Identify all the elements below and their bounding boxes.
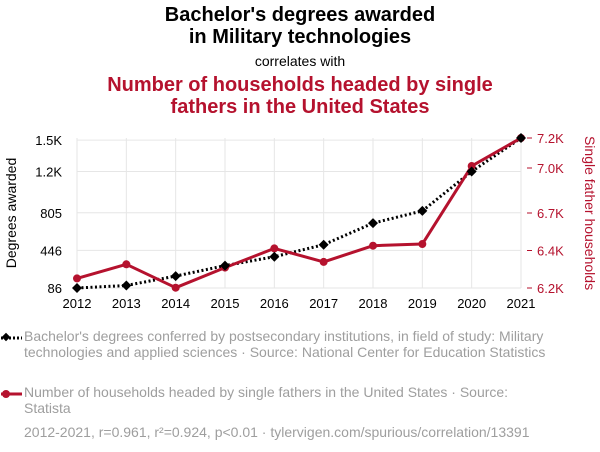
x-tick-label: 2014	[161, 296, 190, 311]
x-tick-label: 2016	[260, 296, 289, 311]
correlates-with-label: correlates with	[254, 53, 346, 69]
data-point-degrees	[466, 166, 477, 177]
series-line-households	[76, 136, 522, 290]
left-tick-label: 805	[40, 206, 62, 221]
right-tick-label: 6.2K	[537, 281, 564, 296]
x-tick-label: 2012	[63, 296, 92, 311]
data-point-degrees	[121, 280, 132, 291]
legend-text-degrees: Bachelor's degrees conferred by postseco…	[24, 328, 546, 360]
x-tick-label: 2017	[309, 296, 338, 311]
data-point-degrees	[170, 271, 181, 282]
data-point-degrees	[220, 260, 230, 271]
series-lines	[76, 136, 522, 290]
grid-lines	[76, 138, 522, 289]
axis-ticks: 86 446 805 1.2K 1.5K 6.2K 6.4K 6.7K 7.0K 7.2K 2012…	[35, 131, 564, 311]
right-tick-label: 6.4K	[537, 244, 564, 259]
data-point-households	[467, 162, 476, 171]
left-tick-label: 86	[48, 281, 62, 296]
x-tick-label: 2019	[408, 296, 437, 311]
data-point-households	[270, 244, 279, 253]
left-axis-label: Degrees awarded	[3, 158, 19, 269]
second-title: Number of households headed by single fa…	[0, 74, 600, 118]
chart-title: Bachelor's degrees awarded in Military t…	[0, 4, 600, 48]
second-title-line-1: Number of households headed by single	[107, 74, 493, 96]
x-tick-label: 2018	[359, 296, 388, 311]
data-point-households	[369, 241, 377, 250]
legend-text-households: Number of households headed by single fa…	[24, 384, 509, 416]
data-point-households	[418, 240, 427, 249]
legend-swatch-degrees	[1, 332, 22, 342]
left-tick-label: 1.2K	[35, 164, 62, 179]
right-tick-label: 7.0K	[537, 161, 564, 176]
chart-footnote: 2012-2021, r=0.961, r²=0.924, p<0.01 · t…	[24, 424, 530, 440]
data-point-households	[319, 257, 328, 266]
left-tick-label: 446	[40, 243, 62, 258]
data-point-degrees	[516, 133, 526, 143]
data-point-degrees	[72, 283, 82, 293]
x-tick-label: 2020	[457, 296, 486, 311]
x-tick-label: 2015	[211, 296, 240, 311]
right-tick-label: 6.7K	[537, 206, 564, 221]
data-point-degrees	[269, 251, 280, 262]
right-axis-label: Single father households	[582, 136, 598, 290]
legend-swatch-households	[1, 390, 22, 398]
series-markers	[72, 133, 526, 293]
chart-header: Bachelor's degrees awarded in Military t…	[0, 0, 600, 118]
data-point-households	[122, 260, 131, 269]
series-line-degrees	[76, 136, 522, 290]
title-line-2: in Military technologies	[188, 26, 412, 48]
right-tick-label: 7.2K	[537, 131, 564, 146]
x-tick-label: 2021	[507, 296, 536, 311]
data-point-households	[73, 274, 81, 283]
data-point-households	[171, 283, 180, 292]
second-title-line-2: fathers in the United States	[170, 96, 430, 118]
data-point-degrees	[318, 239, 329, 250]
data-point-degrees	[368, 218, 378, 229]
x-tick-label: 2013	[112, 296, 141, 311]
left-tick-label: 1.5K	[35, 133, 62, 148]
title-line-1: Bachelor's degrees awarded	[164, 4, 436, 26]
data-point-degrees	[417, 205, 428, 216]
